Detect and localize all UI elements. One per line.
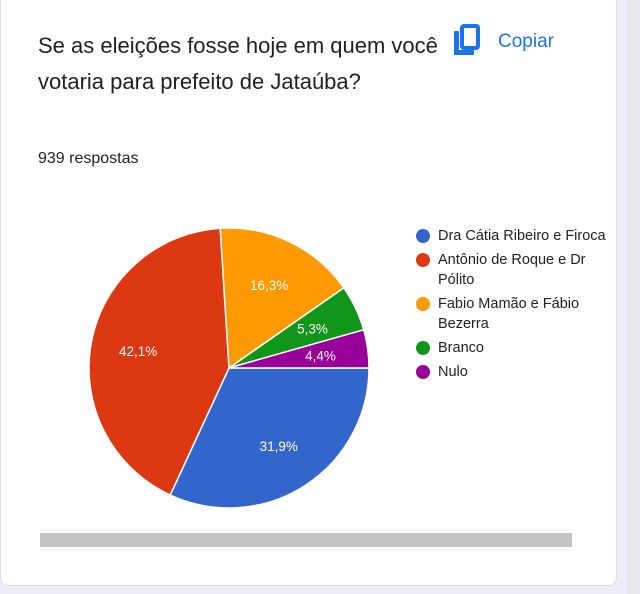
legend-swatch [416,229,430,243]
copy-button[interactable]: Copiar [452,22,554,62]
pie-slice-label-4: 4,4% [305,348,336,363]
pie-slice-label-3: 5,3% [297,321,328,336]
legend-item-3: Branco [416,338,606,358]
legend-swatch [416,365,430,379]
pie-slice-4[interactable] [228,328,370,369]
legend-swatch [416,341,430,355]
pie-slice-0[interactable] [169,367,370,509]
legend-item-0: Dra Cátia Ribeiro e Firoca [416,226,606,246]
legend-label: Branco [438,340,484,356]
pie-slice-label-2: 16,3% [250,278,288,293]
legend-label: Fabio Mamão e Fábio Bezerra [438,296,580,332]
chart-legend: Dra Cátia Ribeiro e Firoca Antônio de Roq… [416,226,606,386]
question-title: Se as eleições fosse hoje em quem você v… [38,33,438,94]
pie-slice-label-0: 31,9% [260,439,298,454]
legend-item-4: Nulo [416,362,606,382]
pie-slice-1[interactable] [88,227,230,497]
response-count: 939 respostas [38,150,139,167]
pie-slice-label-1: 42,1% [119,344,157,359]
legend-item-2: Fabio Mamão e Fábio Bezerra [416,294,606,334]
copy-button-label: Copiar [498,31,554,52]
pie-slice-2[interactable] [219,227,345,370]
horizontal-scrollbar[interactable] [40,533,572,547]
page-background-strip [627,0,640,594]
legend-item-1: Antônio de Roque e Dr Pólito [416,250,606,290]
copy-icon [452,23,480,61]
legend-label: Antônio de Roque e Dr Pólito [438,252,586,288]
legend-swatch [416,253,430,267]
legend-swatch [416,297,430,311]
legend-label: Nulo [438,364,468,380]
legend-label: Dra Cátia Ribeiro e Firoca [438,228,606,244]
